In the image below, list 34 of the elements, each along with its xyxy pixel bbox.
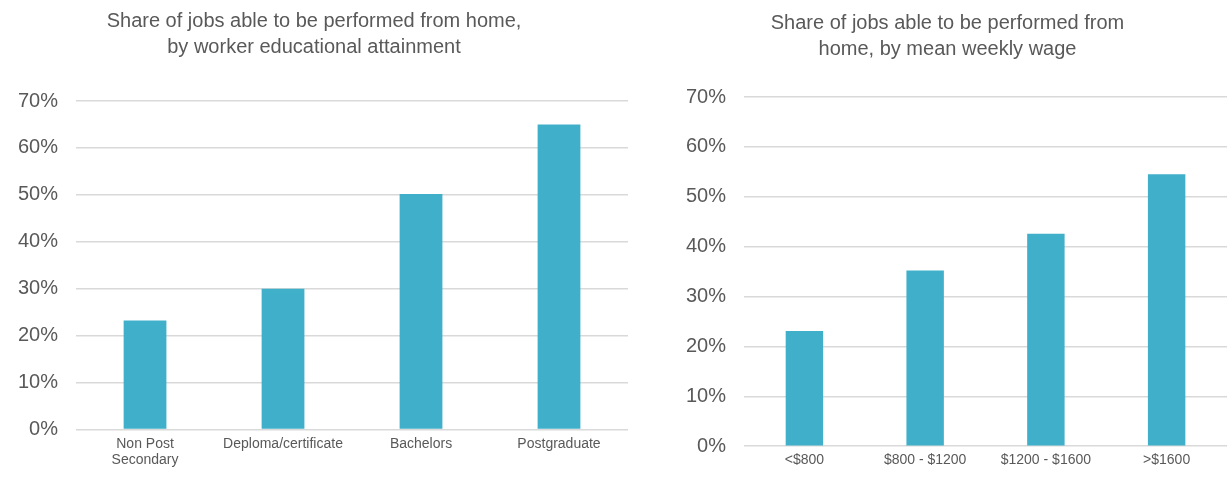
y-tick-label: 70% [18, 88, 59, 111]
bar [537, 124, 581, 429]
x-tick-label: Postgraduate [517, 434, 601, 451]
y-tick-label: 40% [686, 234, 727, 257]
bar [399, 193, 443, 429]
x-tick-label: Deploma/certificate [223, 434, 344, 451]
x-tick-label: $800 - $1200 [883, 451, 967, 468]
bar [906, 270, 944, 446]
bar [1147, 174, 1186, 446]
x-tick-label: Non Post Secondary [111, 434, 179, 468]
x-tick-label: Bachelors [389, 434, 453, 451]
y-tick-label: 60% [18, 135, 59, 158]
chart-title: Share of jobs able to be performed from home, by worker educational attainment [106, 8, 522, 57]
y-tick-label: 60% [686, 134, 727, 157]
x-tick-label: $1200 - $1600 [1000, 451, 1092, 468]
y-tick-label: 30% [686, 284, 727, 307]
y-tick-label: 20% [686, 333, 727, 356]
y-tick-label: 30% [18, 276, 59, 299]
y-tick-label: 10% [686, 383, 727, 406]
chart-title: Share of jobs able to be performed from home, by mean weekly wage [770, 10, 1125, 59]
y-tick-label: 50% [686, 184, 727, 207]
x-tick-label: <$800 [784, 451, 825, 468]
y-tick-label: 10% [18, 370, 59, 392]
bar [1027, 233, 1065, 446]
y-tick-label: 0% [29, 416, 59, 439]
bar [123, 320, 167, 429]
y-tick-label: 20% [18, 323, 59, 346]
y-tick-label: 40% [18, 229, 59, 252]
y-tick-label: 50% [18, 182, 59, 205]
bar [261, 288, 305, 429]
y-tick-label: 70% [686, 84, 727, 107]
y-tick-label: 0% [697, 433, 727, 456]
bar [785, 330, 824, 446]
x-tick-label: >$1600 [1143, 451, 1191, 468]
